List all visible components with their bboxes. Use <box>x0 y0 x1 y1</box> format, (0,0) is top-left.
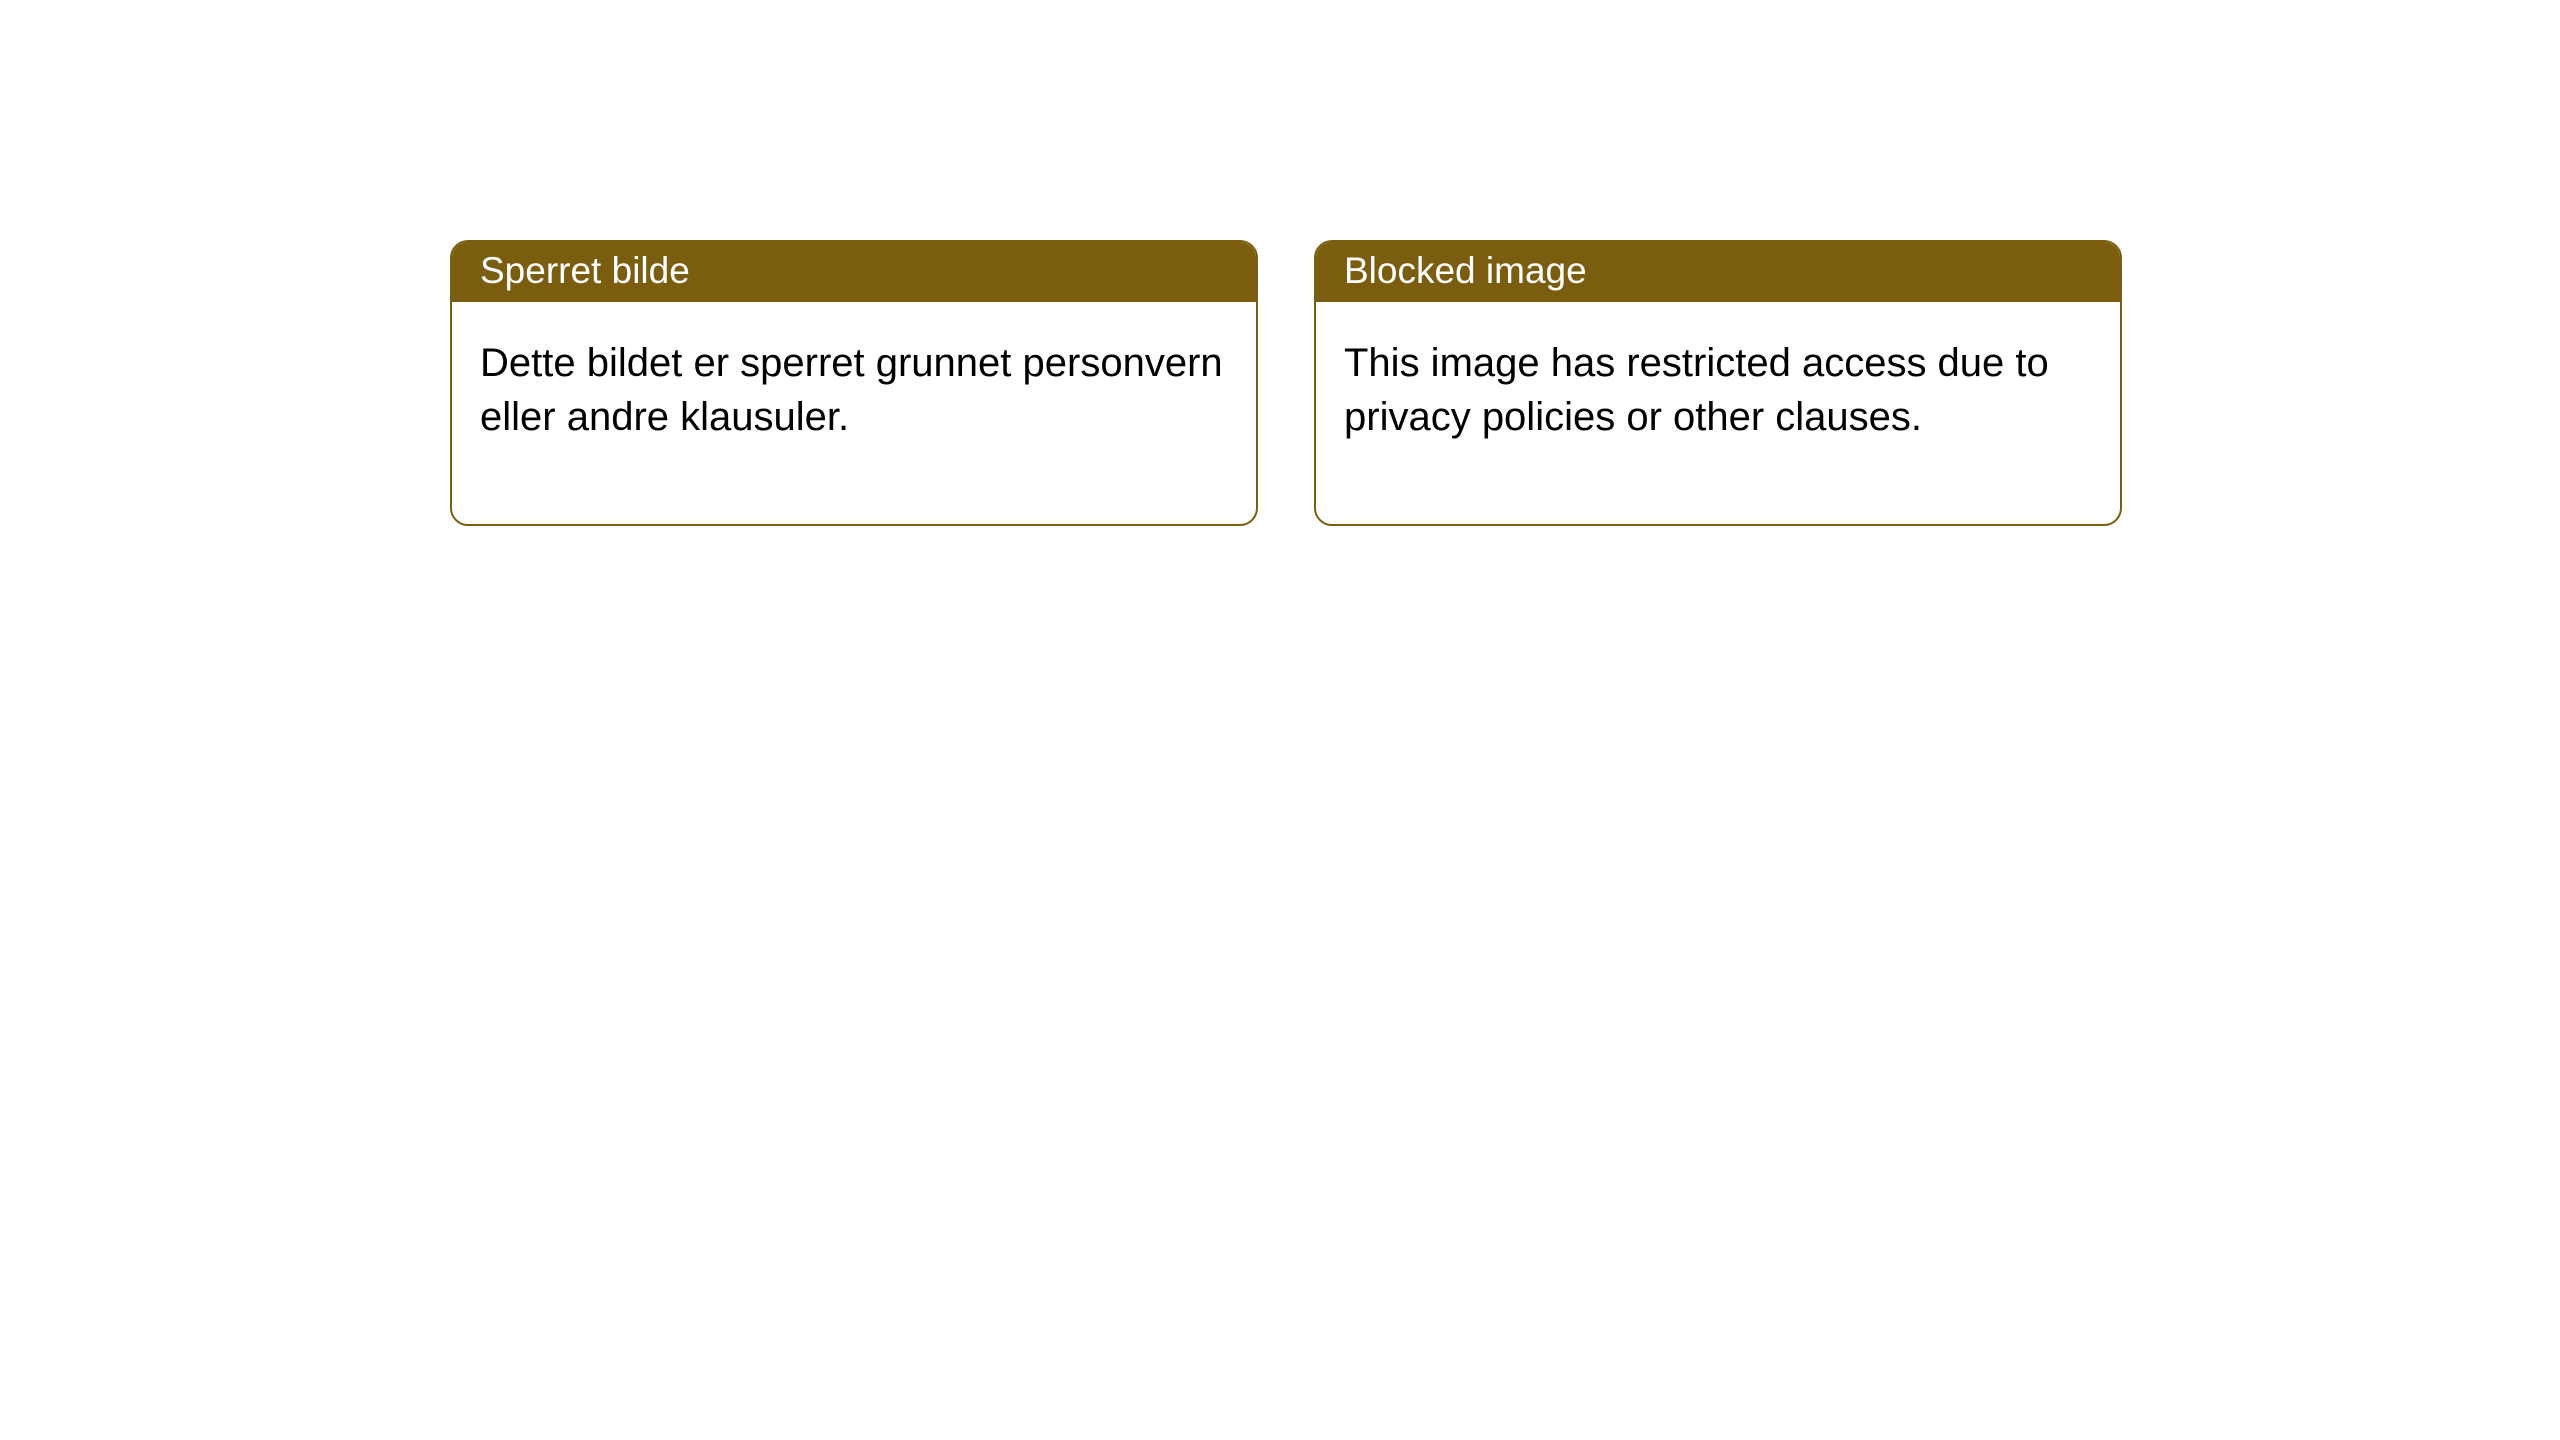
card-body: This image has restricted access due to … <box>1316 302 2120 524</box>
card-body: Dette bildet er sperret grunnet personve… <box>452 302 1256 524</box>
card-title: Sperret bilde <box>452 242 1256 302</box>
notice-card-norwegian: Sperret bilde Dette bildet er sperret gr… <box>450 240 1258 526</box>
card-title: Blocked image <box>1316 242 2120 302</box>
notice-container: Sperret bilde Dette bildet er sperret gr… <box>0 0 2560 526</box>
notice-card-english: Blocked image This image has restricted … <box>1314 240 2122 526</box>
